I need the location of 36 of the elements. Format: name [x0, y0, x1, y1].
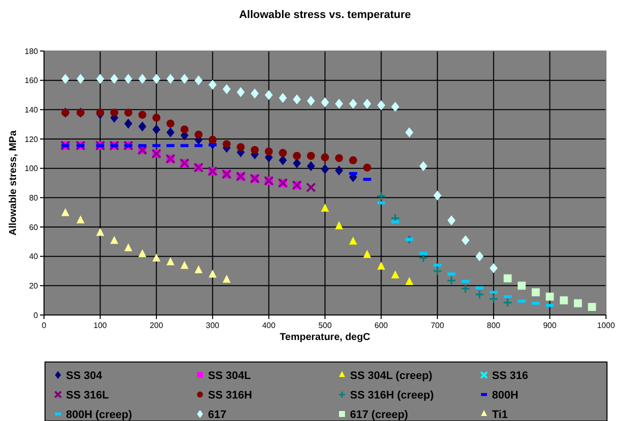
y-tick-label: 80 [29, 193, 39, 202]
y-tick-label: 40 [29, 252, 39, 262]
legend-label: 800H (creep) [66, 408, 132, 421]
x-tick-label: 100 [94, 321, 108, 330]
y-tick-label: 120 [24, 134, 39, 144]
x-tick-label: 200 [150, 321, 164, 330]
legend-label: 617 [208, 408, 226, 421]
legend-label: SS 304L [208, 370, 252, 382]
legend-label: SS 316L [66, 389, 110, 402]
legend-label: 617 (creep) [350, 408, 408, 421]
legend-label: SS 304 [66, 370, 103, 382]
legend-label: SS 316H (creep) [350, 389, 434, 402]
x-tick-label: 600 [374, 321, 388, 330]
x-tick-label: 0 [42, 321, 47, 330]
y-tick-label: 100 [24, 164, 39, 174]
chart-title: Allowable stress vs. temperature [239, 9, 411, 21]
x-tick-label: 500 [318, 321, 332, 330]
y-tick-label: 20 [29, 281, 39, 290]
legend-label: SS 316H [208, 389, 252, 402]
y-tick-label: 60 [29, 222, 39, 232]
x-tick-label: 300 [206, 321, 220, 330]
x-tick-label: 800 [486, 321, 501, 330]
x-tick-label: 700 [430, 321, 445, 330]
y-tick-label: 140 [24, 105, 39, 114]
y-axis-title: Allowable stress, MPa [8, 130, 19, 236]
y-tick-label: 180 [24, 46, 39, 56]
y-tick-label: 0 [34, 310, 39, 320]
legend-label: 800H [492, 389, 518, 402]
legend-label: SS 304L (creep) [350, 370, 433, 382]
x-tick-label: 900 [543, 321, 558, 330]
x-axis-title: Temperature, degC [280, 332, 370, 343]
y-tick-label: 160 [24, 76, 39, 86]
x-tick-label: 1000 [597, 321, 616, 330]
legend-label: Ti1 [492, 408, 508, 421]
legend-label: SS 316 [492, 370, 528, 382]
x-tick-label: 400 [262, 321, 276, 330]
